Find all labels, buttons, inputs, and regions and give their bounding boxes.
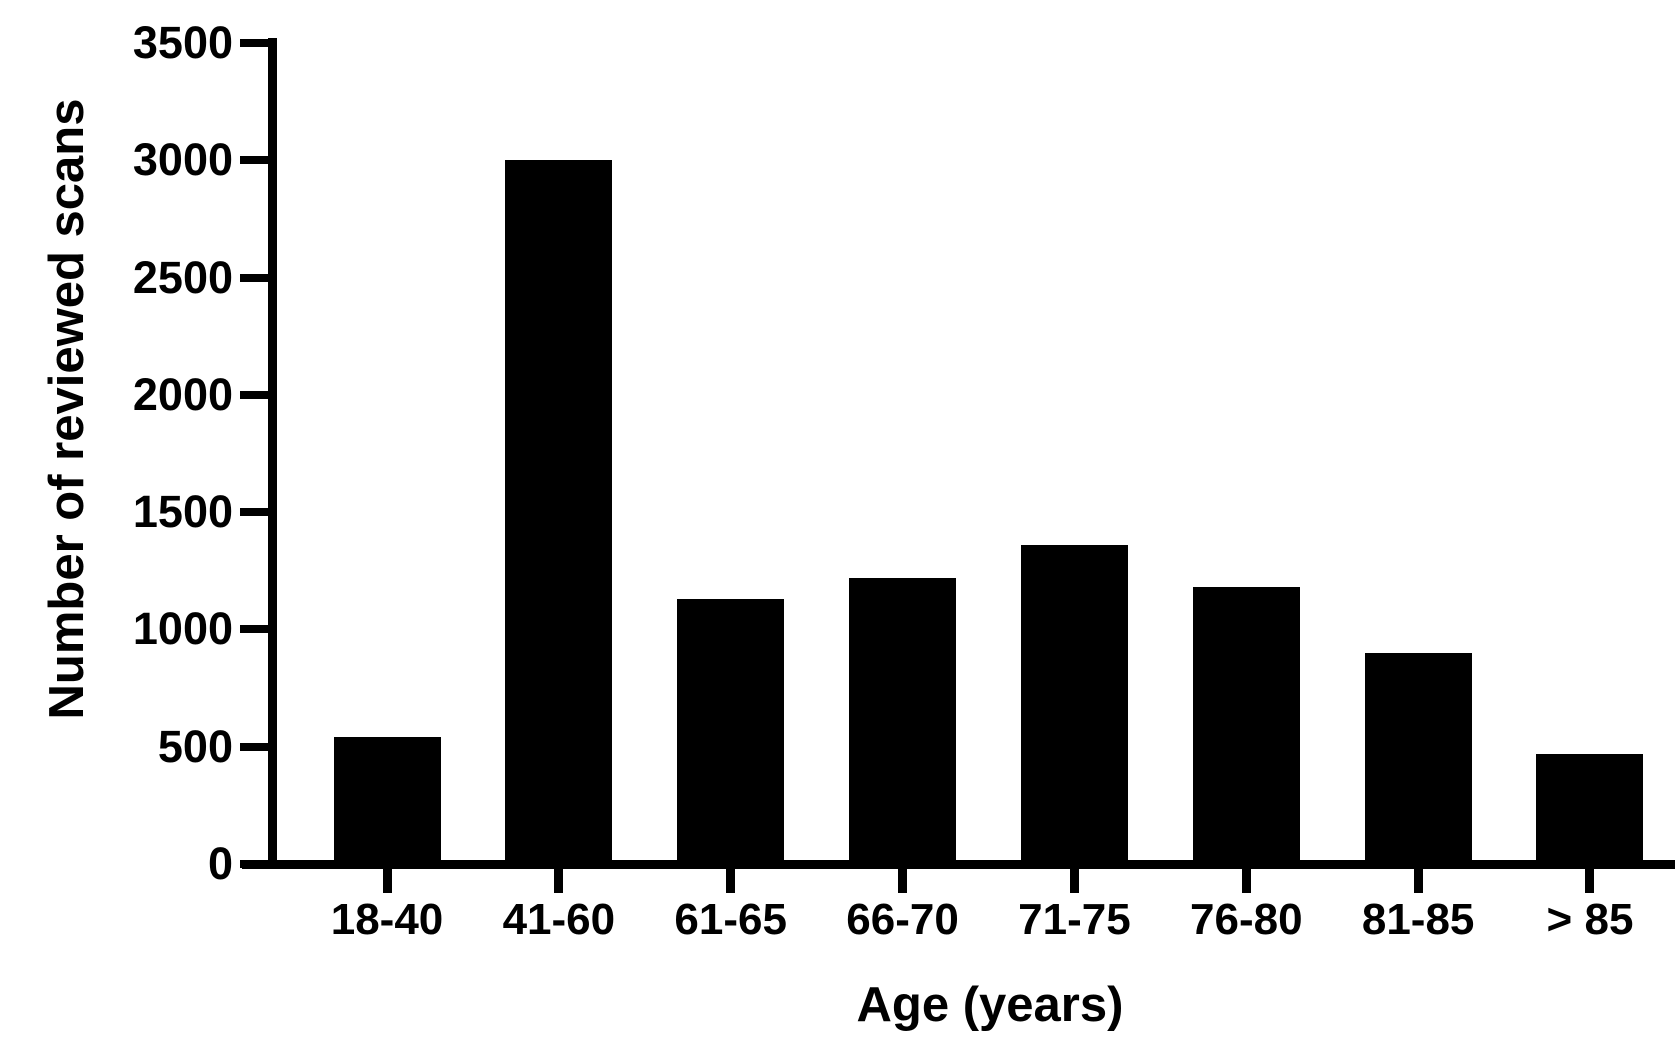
x-axis-line <box>242 860 1675 869</box>
y-tick-label: 2500 <box>132 251 233 303</box>
x-tick-label: 71-75 <box>1018 895 1131 944</box>
y-tick-mark <box>240 39 277 47</box>
bar-61-65 <box>677 598 785 864</box>
bar-66-70 <box>849 577 957 864</box>
bar-> 85 <box>1536 753 1644 864</box>
y-tick-mark <box>240 390 277 399</box>
y-tick-mark <box>240 625 277 634</box>
x-tick-label: 41-60 <box>502 895 616 944</box>
x-tick-mark <box>1585 869 1595 893</box>
bar-chart: Number of reviewed scans 0 500 1000 1500 200… <box>40 16 1675 1040</box>
y-tick-label: 1500 <box>132 486 233 538</box>
x-tick-mark <box>554 869 564 893</box>
y-tick-mark <box>240 860 277 868</box>
x-tick-label: > 85 <box>1546 895 1634 944</box>
y-axis-line <box>268 38 277 869</box>
y-tick-mark <box>240 508 277 517</box>
bar-81-85 <box>1364 652 1472 864</box>
x-tick-mark <box>898 869 908 893</box>
x-tick-label: 76-80 <box>1190 895 1303 944</box>
bar-18-40 <box>333 737 441 864</box>
bar-41-60 <box>505 160 613 864</box>
y-tick-label: 1000 <box>132 603 233 655</box>
bar-71-75 <box>1020 544 1128 864</box>
y-tick-label: 3000 <box>132 134 233 186</box>
bar-76-80 <box>1192 587 1300 864</box>
x-tick-label: 18-40 <box>330 895 444 944</box>
y-tick-label: 0 <box>207 838 233 889</box>
y-tick-mark <box>240 273 277 282</box>
x-tick-mark <box>1413 869 1423 893</box>
x-axis-title: Age (years) <box>856 978 1124 1032</box>
x-tick-mark <box>1069 869 1079 893</box>
y-tick-label: 3500 <box>132 17 233 68</box>
y-tick-mark <box>240 742 277 751</box>
x-tick-label: 66-70 <box>846 895 959 944</box>
x-tick-label: 81-85 <box>1361 895 1475 944</box>
y-tick-label: 2000 <box>132 368 233 420</box>
x-tick-mark <box>382 869 392 893</box>
x-tick-mark <box>1241 869 1251 893</box>
y-tick-label: 500 <box>157 720 233 772</box>
x-tick-mark <box>726 869 736 893</box>
y-tick-mark <box>240 156 277 165</box>
x-tick-label: 61-65 <box>674 895 787 944</box>
